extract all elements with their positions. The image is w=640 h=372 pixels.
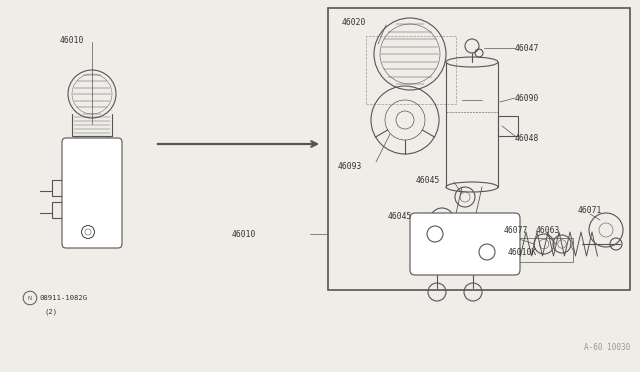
Bar — [76, 136, 108, 156]
Text: 46010: 46010 — [60, 35, 84, 45]
Text: 08911-1082G: 08911-1082G — [40, 295, 88, 301]
Text: A-60 10030: A-60 10030 — [584, 343, 630, 352]
Text: 46010K: 46010K — [508, 247, 537, 257]
Text: 46090: 46090 — [515, 93, 540, 103]
Text: 46010: 46010 — [232, 230, 257, 238]
Bar — [505, 238, 573, 262]
Text: 46093: 46093 — [338, 161, 362, 170]
Bar — [498, 116, 518, 136]
Bar — [366, 36, 456, 104]
Text: (2): (2) — [44, 309, 57, 315]
Text: 46045: 46045 — [388, 212, 412, 221]
Text: 46045: 46045 — [416, 176, 440, 185]
Bar — [52, 202, 74, 218]
Text: 46077: 46077 — [504, 225, 529, 234]
FancyBboxPatch shape — [62, 138, 122, 248]
Bar — [52, 180, 74, 196]
Text: 46071: 46071 — [578, 205, 602, 215]
Bar — [328, 8, 630, 290]
Text: 46063: 46063 — [536, 225, 561, 234]
Text: 46048: 46048 — [515, 134, 540, 142]
Text: N: N — [28, 295, 32, 301]
FancyBboxPatch shape — [410, 213, 520, 275]
Text: 46020: 46020 — [342, 17, 366, 26]
Text: 46047: 46047 — [515, 44, 540, 52]
